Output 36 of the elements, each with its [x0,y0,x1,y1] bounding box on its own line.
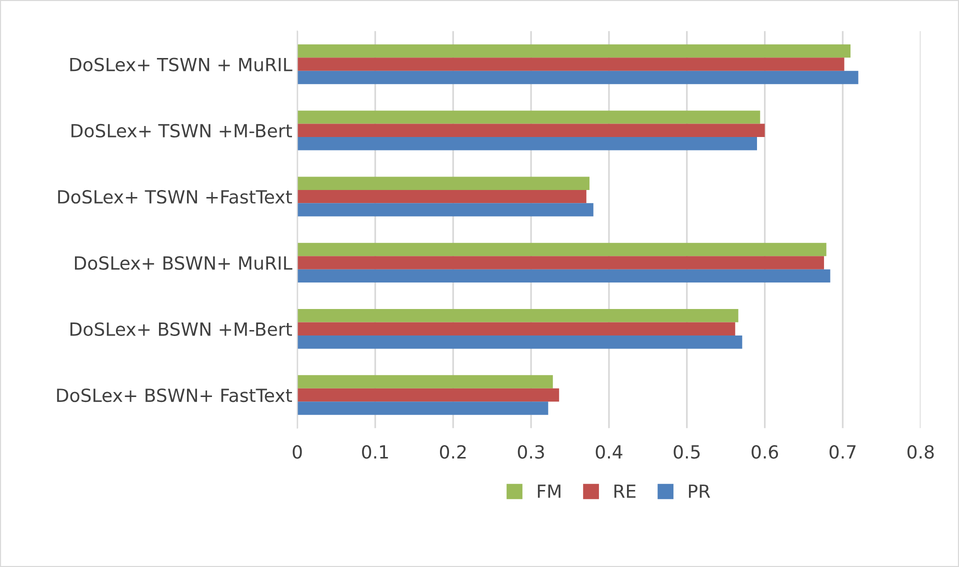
bar [297,176,590,190]
bar [297,335,742,349]
bar [297,124,765,138]
bar [297,375,553,388]
x-tick-label: 0.6 [752,445,778,459]
y-tick-label: DoSLex+ TSWN + MuRIL [70,58,292,72]
bar [297,402,548,415]
x-tick-label: 0.4 [596,445,622,459]
bar [297,203,594,216]
y-tick-label: DoSLex+ BSWN+ FastText [57,388,292,402]
bar [297,70,858,84]
legend-label: PR [688,484,710,498]
bar [297,242,826,256]
legend-label: RE [614,484,636,498]
x-tick-label: 0.2 [440,445,466,459]
bar [297,58,844,71]
bar [297,309,738,322]
x-tick-label: 0.1 [362,445,388,459]
x-tick-label: 0 [292,445,302,459]
bar [297,44,851,58]
legend-label: FM [538,484,560,498]
bar [297,137,758,150]
y-tick-label: DoSLex+ TSWN +FastText [58,190,292,204]
bar [297,322,736,336]
y-tick-label: DoSLex+ BSWN+ MuRIL [74,256,292,270]
bar [297,269,830,283]
bar [297,190,586,204]
bar [297,110,760,124]
x-tick-label: 0.3 [518,445,544,459]
y-tick-label: DoSLex+ BSWN +M-Bert [70,322,292,336]
bar [297,256,824,270]
y-tick-label: DoSLex+ TSWN +M-Bert [72,124,292,138]
x-tick-label: 0.7 [830,445,856,459]
x-tick-label: 0.5 [674,445,700,459]
x-tick-label: 0.8 [907,445,934,459]
bar [297,388,560,402]
